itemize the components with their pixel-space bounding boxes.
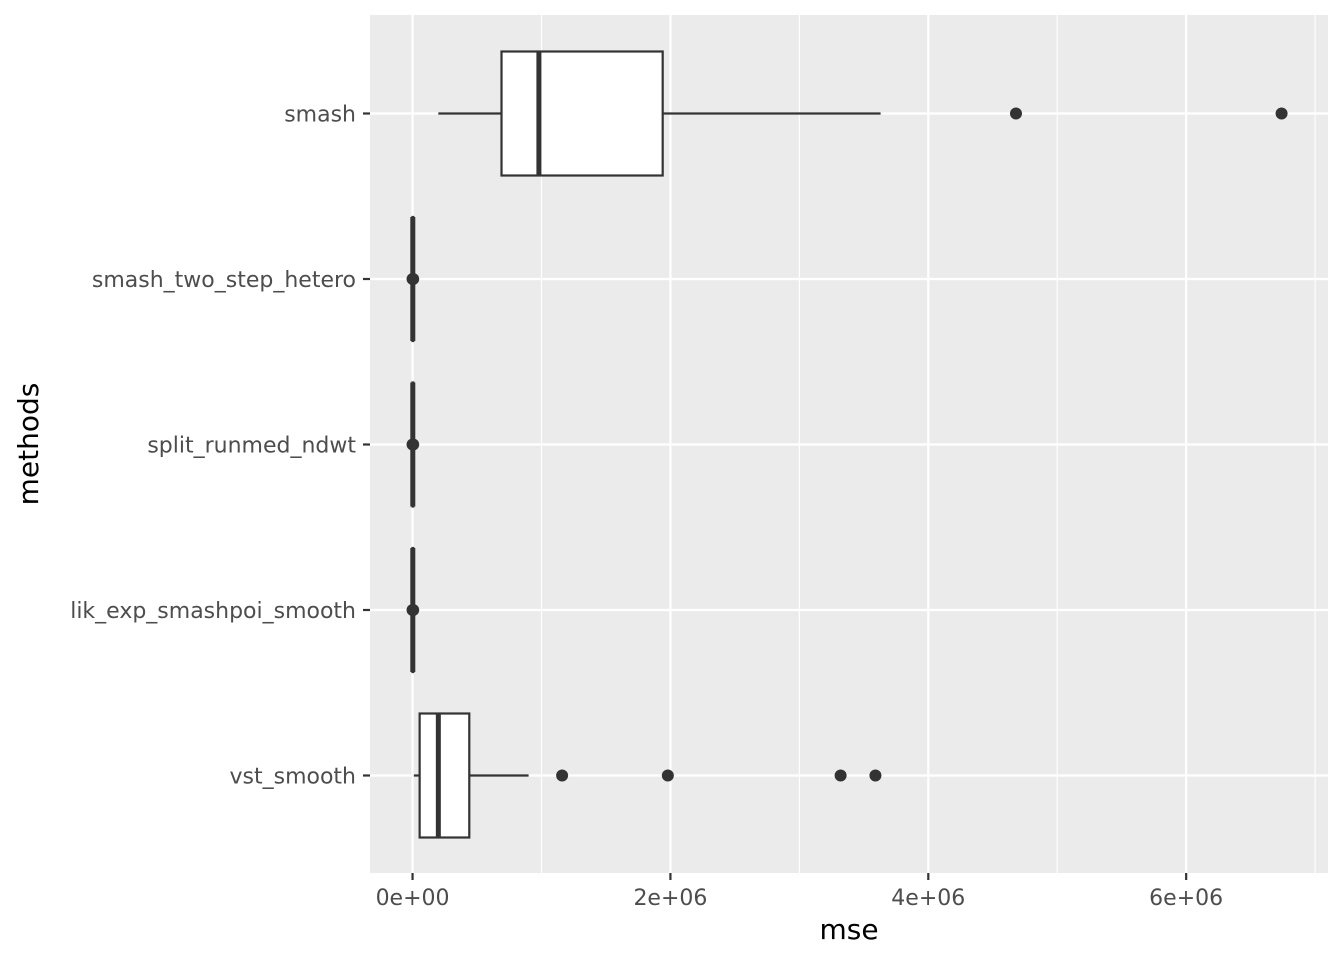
x-axis-title: mse	[819, 913, 878, 946]
y-tick-label: smash_two_step_hetero	[92, 268, 356, 293]
x-tick-label: 4e+06	[891, 886, 965, 911]
axes: smash smash_two_step_hetero split_runmed_n…	[70, 103, 1223, 912]
outlier-point	[556, 769, 569, 782]
outlier-point	[1275, 107, 1288, 120]
box-smash_two_step_hetero	[406, 215, 420, 343]
box-lik_exp_smashpoi_smooth	[406, 546, 420, 674]
y-tick-label: vst_smooth	[230, 765, 357, 790]
outlier-point	[869, 769, 882, 782]
outlier-point	[407, 604, 420, 616]
box-vst_smooth	[413, 712, 882, 839]
boxes	[406, 50, 1288, 839]
y-tick-label: lik_exp_smashpoi_smooth	[70, 599, 356, 624]
x-tick-label: 2e+06	[633, 886, 707, 911]
outlier-point	[1009, 107, 1022, 120]
box-split_runmed_ndwt	[406, 381, 420, 508]
y-tick-label: smash	[284, 103, 356, 128]
outlier-point	[834, 769, 847, 782]
outlier-point	[661, 769, 674, 782]
outlier-point	[407, 273, 420, 285]
x-tick-label: 6e+06	[1149, 886, 1223, 911]
box-smash	[438, 50, 1288, 177]
y-axis-title: methods	[12, 383, 45, 506]
x-tick-label: 0e+00	[376, 886, 450, 911]
outlier-point	[407, 438, 420, 451]
box-iqr	[500, 50, 664, 177]
y-tick-label: split_runmed_ndwt	[147, 434, 356, 459]
box-iqr	[418, 712, 471, 839]
